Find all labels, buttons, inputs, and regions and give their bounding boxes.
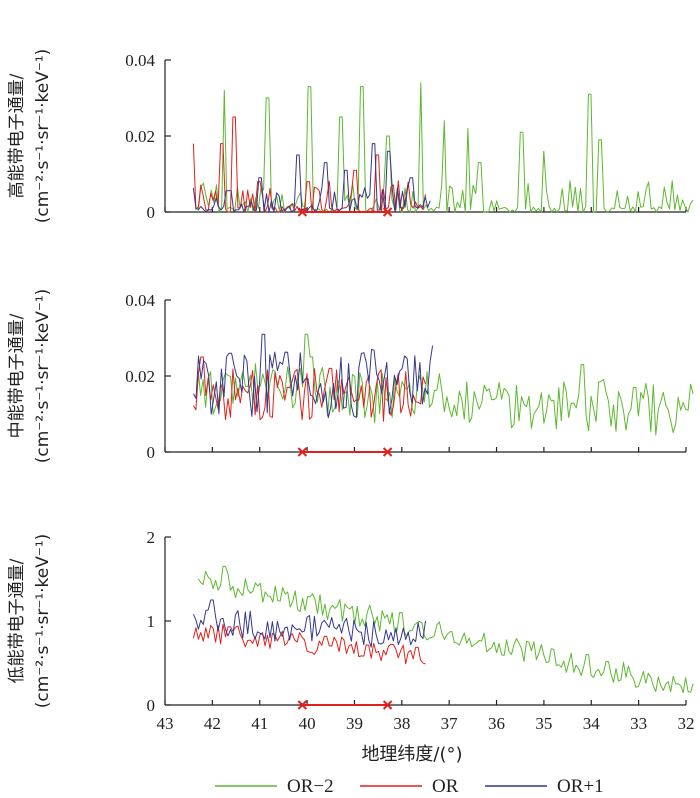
- y-tick-label: 1: [147, 612, 156, 631]
- x-tick-label: 40: [299, 714, 316, 733]
- y-axis-units: (cm⁻²·s⁻¹·sr⁻¹·keV⁻¹): [33, 534, 53, 709]
- region-marker: [297, 207, 308, 217]
- series-line-low-OR: [192, 623, 426, 665]
- series-line-mid-OR−2: [197, 333, 694, 436]
- x-tick-label: 41: [251, 714, 268, 733]
- region-marker: [297, 700, 308, 710]
- x-axis-title: 地理纬度/(°): [361, 744, 462, 765]
- y-tick-label: 0.04: [125, 51, 155, 70]
- series-line-mid-OR: [192, 356, 426, 422]
- series-line-low-OR−2: [197, 565, 694, 693]
- series-line-high-OR+1: [192, 143, 431, 213]
- series-line-mid-OR+1: [192, 333, 434, 419]
- y-tick-label: 0.02: [125, 127, 155, 146]
- panel-high: 0 0.02 0.04 高能带电子通量/ (cm⁻²·s⁻¹·sr⁻¹·keV⁻¹): [7, 49, 694, 224]
- region-marker: [297, 447, 308, 457]
- x-tick-label: 37: [441, 714, 459, 733]
- region-marker: [382, 447, 393, 457]
- x-tick-label: 43: [157, 714, 174, 733]
- series-line-high-OR: [192, 116, 426, 213]
- legend-label: OR: [432, 776, 459, 797]
- y-tick-label: 0: [147, 203, 156, 222]
- y-axis-title: 低能带电子通量/: [7, 558, 27, 683]
- chart-panels: 00.020.04高能带电子通量/(cm⁻²·s⁻¹·sr⁻¹·keV⁻¹)00…: [7, 49, 695, 733]
- y-axis-units: (cm⁻²·s⁻¹·sr⁻¹·keV⁻¹): [33, 289, 53, 464]
- x-tick-label: 42: [204, 714, 221, 733]
- legend-label: OR−2: [287, 776, 334, 797]
- x-tick-label: 38: [393, 714, 410, 733]
- panel-low: 0 1 2 43 42 41 40 39 38 37 36 35 34 33 32 低能带电子通量/ (cm⁻²…: [7, 528, 695, 733]
- region-marker: [382, 207, 393, 217]
- y-axis-title: 中能带电子通量/: [7, 313, 27, 438]
- x-tick-label: 35: [535, 714, 552, 733]
- y-axis-units: (cm⁻²·s⁻¹·sr⁻¹·keV⁻¹): [33, 49, 53, 224]
- x-tick-label: 36: [488, 714, 505, 733]
- series-line-low-OR+1: [192, 599, 426, 648]
- series-line-high-OR−2: [197, 82, 694, 213]
- y-tick-label: 0.04: [125, 291, 155, 310]
- x-tick-label: 32: [678, 714, 695, 733]
- x-tick-label: 33: [630, 714, 647, 733]
- legend: OR−2 OR OR+1: [215, 776, 604, 797]
- y-axis-title: 高能带电子通量/: [7, 73, 27, 198]
- y-tick-label: 0.02: [125, 367, 155, 386]
- y-tick-label: 0: [147, 443, 156, 462]
- legend-label: OR+1: [557, 776, 604, 797]
- x-tick-label: 39: [346, 714, 363, 733]
- x-tick-label: 34: [583, 714, 601, 733]
- y-tick-label: 0: [147, 696, 156, 715]
- region-marker: [382, 700, 393, 710]
- y-tick-label: 2: [147, 528, 156, 547]
- panel-mid: 0 0.02 0.04 中能带电子通量/ (cm⁻²·s⁻¹·sr⁻¹·keV⁻¹): [7, 289, 694, 464]
